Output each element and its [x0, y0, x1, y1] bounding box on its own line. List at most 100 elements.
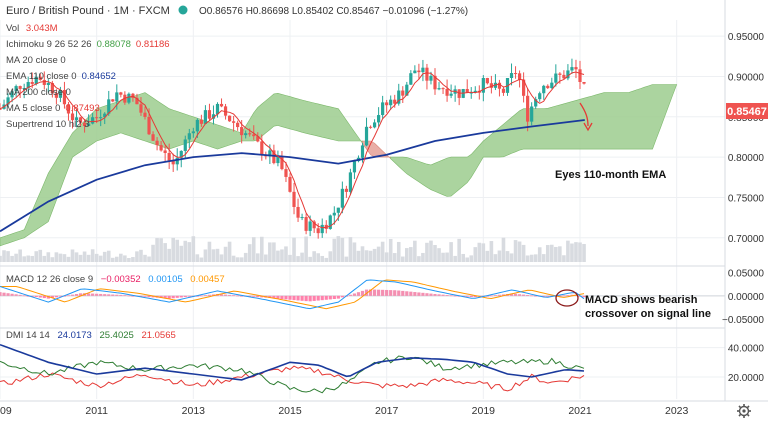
volume-bar	[288, 254, 292, 262]
macd-histogram-bar	[42, 295, 46, 299]
volume-bar	[251, 237, 256, 262]
candle-up	[542, 85, 546, 94]
volume-bar	[344, 256, 349, 262]
time-axis[interactable]: 2009 2011 2013 2015 2017 2019 2021 2023	[0, 405, 689, 417]
candle-down	[119, 92, 123, 95]
macd-histogram-bar	[2, 292, 6, 296]
candle-up	[364, 126, 369, 146]
candle-down	[54, 93, 58, 98]
volume-bar	[171, 237, 175, 262]
macd-histogram-bar	[99, 293, 103, 296]
candle-down	[227, 115, 232, 122]
indicator-legend-row[interactable]: MA 200 close 0	[6, 87, 71, 98]
macd-histogram-bar	[30, 295, 34, 297]
candle-down	[248, 133, 252, 135]
volume-bar	[493, 254, 498, 262]
candle-up	[437, 88, 441, 90]
indicator-legend-label: MA 5 close 0	[6, 103, 60, 114]
volume-bar	[541, 254, 546, 262]
macd-histogram-bar	[139, 295, 143, 297]
macd-histogram-bar	[485, 295, 489, 297]
volume-bar	[10, 255, 14, 262]
indicator-legend-row[interactable]: EMA 110 close 0 0.84652	[6, 71, 116, 82]
macd-histogram-bar	[493, 295, 498, 296]
volume-bar	[207, 241, 212, 262]
volume-bar	[489, 241, 494, 262]
macd-histogram-bar	[377, 289, 381, 296]
volume-legend[interactable]: Vol 3.043M	[6, 23, 58, 34]
macd-histogram-bar	[143, 295, 147, 297]
candle-up	[203, 110, 208, 124]
indicator-legend-row[interactable]: Supertrend 10 hl2 3	[6, 119, 89, 130]
volume-bar	[409, 247, 413, 262]
candle-up	[99, 117, 103, 119]
candle-up	[377, 115, 381, 123]
candle-up	[405, 84, 409, 96]
indicator-legend[interactable]: Ichimoku 9 26 52 26 0.88078 0.81186 MA 20 c…	[6, 39, 170, 130]
macd-axis[interactable]: 0.05000 0.00000 −0.05000	[722, 269, 764, 326]
candle-down	[256, 136, 260, 142]
macd-histogram-bar	[522, 294, 526, 296]
volume-bar	[469, 255, 474, 262]
macd-annotation-line-1: MACD shows bearish	[585, 294, 698, 306]
macd-histogram-bar	[107, 294, 111, 296]
macd-histogram-bar	[445, 294, 449, 296]
macd-histogram-bar	[280, 295, 284, 300]
macd-histogram-bar	[175, 295, 179, 298]
volume-bar	[400, 256, 405, 262]
volume-bar	[2, 250, 6, 262]
gear-icon[interactable]	[737, 404, 751, 418]
candle-down	[62, 90, 67, 105]
dmi-adx-value: 24.0173	[57, 330, 91, 341]
candle-down	[401, 90, 405, 96]
macd-histogram-bar	[316, 295, 320, 301]
volume-bar	[54, 252, 59, 262]
candle-down	[219, 103, 224, 107]
macd-legend-label: MACD 12 26 close 9	[6, 274, 93, 285]
candle-up	[215, 103, 220, 115]
macd-histogram-bar	[328, 295, 332, 300]
volume-bar	[380, 241, 385, 262]
dmi-axis[interactable]: 40.0000 20.0000	[728, 344, 765, 384]
indicator-legend-row[interactable]: MA 5 close 0 0.87493	[6, 103, 100, 114]
dmi-legend[interactable]: DMI 14 14 24.0173 25.4025 21.0565	[6, 330, 176, 341]
macd-histogram-bar	[320, 295, 324, 301]
macd-histogram-bar	[219, 294, 224, 296]
candle-down	[223, 106, 228, 116]
volume-bar	[304, 236, 308, 262]
volume-bar	[14, 253, 18, 262]
volume-bar	[441, 252, 445, 262]
macd-histogram-bar	[360, 290, 365, 296]
candle-up	[74, 117, 79, 121]
candle-down	[457, 89, 461, 98]
volume-bar	[0, 255, 2, 262]
macd-histogram-bar	[95, 293, 99, 296]
price-tick-label: 0.80000	[728, 153, 765, 164]
indicator-legend-row[interactable]: MA 20 close 0	[6, 55, 66, 66]
macd-legend[interactable]: MACD 12 26 close 9 −0.00352 0.00105 0.00…	[6, 274, 225, 285]
candle-down	[0, 108, 2, 110]
macd-hist-value: −0.00352	[101, 274, 141, 285]
candle-down	[159, 145, 163, 151]
macd-histogram-bar	[167, 295, 171, 299]
down-arrow-head-icon	[583, 122, 593, 132]
candle-down	[546, 85, 550, 89]
macd-line-value: 0.00105	[148, 274, 182, 285]
macd-histogram-bar	[308, 295, 312, 302]
candle-down	[155, 140, 159, 146]
indicator-legend-row[interactable]: Ichimoku 9 26 52 26 0.88078 0.81186	[6, 39, 170, 50]
candlesticks	[0, 58, 586, 239]
candle-up	[179, 150, 183, 158]
volume-bar	[151, 244, 155, 262]
candle-down	[78, 117, 83, 123]
macd-histogram-bar	[368, 289, 373, 296]
volume-bar	[58, 253, 63, 262]
dmi-plus-value: 25.4025	[99, 330, 133, 341]
volume-bar	[384, 252, 389, 262]
ichimoku-cloud-bullish	[390, 84, 678, 197]
macd-histogram-bar	[473, 295, 477, 298]
dmi-adx-line	[0, 343, 585, 381]
macd-histogram-bar	[453, 295, 457, 297]
candle-down	[135, 97, 139, 105]
